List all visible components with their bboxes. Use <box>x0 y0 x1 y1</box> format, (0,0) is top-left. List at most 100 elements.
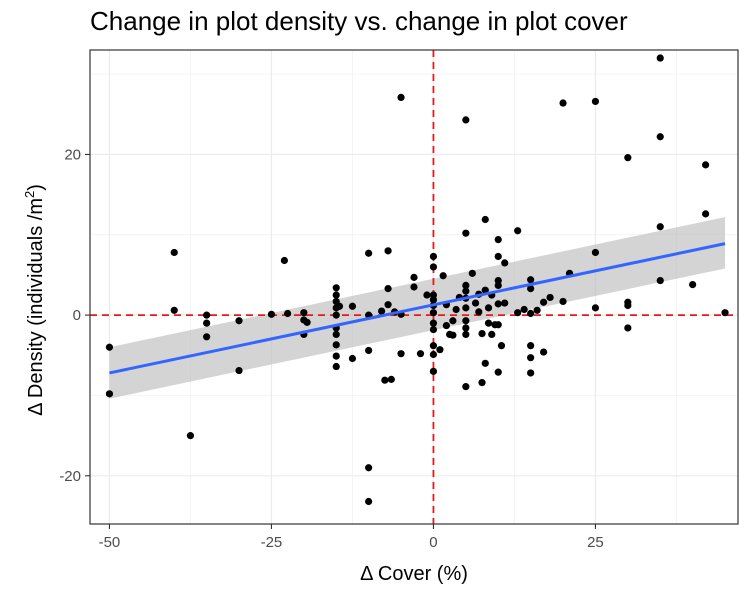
data-point <box>484 319 493 327</box>
data-point <box>335 302 344 310</box>
data-point <box>449 331 457 339</box>
data-point <box>591 97 600 106</box>
data-point <box>501 259 509 267</box>
data-point <box>235 366 243 375</box>
data-point <box>203 319 211 327</box>
data-point <box>442 321 450 330</box>
data-point <box>514 227 522 235</box>
data-point <box>527 276 535 284</box>
x-tick-label: -50 <box>99 534 121 551</box>
data-point <box>429 309 438 317</box>
data-point <box>624 324 632 332</box>
data-point <box>494 236 502 244</box>
data-point <box>462 287 470 295</box>
data-point <box>332 311 340 319</box>
data-point <box>410 283 418 291</box>
data-point <box>332 352 340 360</box>
data-point <box>332 291 340 299</box>
data-point <box>520 305 528 314</box>
data-point <box>332 284 340 292</box>
data-point <box>436 346 444 354</box>
data-point <box>540 298 548 306</box>
data-point <box>410 273 418 281</box>
y-tick-label: 0 <box>73 307 81 324</box>
y-axis: -20 0 20 <box>59 146 90 485</box>
data-point <box>527 285 535 293</box>
data-point <box>449 317 457 325</box>
data-point <box>702 210 710 218</box>
data-point <box>384 301 392 309</box>
data-point <box>494 321 502 329</box>
data-point <box>471 299 480 307</box>
data-point <box>381 376 389 384</box>
reference-lines <box>90 50 738 524</box>
data-point <box>624 154 632 162</box>
data-point <box>494 252 502 261</box>
data-point <box>481 286 489 294</box>
data-point <box>365 249 373 257</box>
data-point <box>332 362 340 371</box>
data-point <box>462 116 470 124</box>
data-point <box>533 306 541 314</box>
data-point <box>488 330 496 338</box>
x-tick-label: 0 <box>429 534 437 551</box>
data-point <box>365 497 373 506</box>
data-point <box>300 309 308 317</box>
data-point <box>478 329 486 338</box>
data-point <box>540 348 548 356</box>
data-point <box>105 343 114 351</box>
data-point <box>429 342 438 350</box>
y-axis-title-superscript: 2 <box>22 191 37 198</box>
data-point <box>478 379 486 387</box>
data-point <box>656 276 664 285</box>
data-point <box>514 309 522 317</box>
data-point <box>462 383 470 391</box>
y-axis-title-close: ) <box>25 184 47 191</box>
data-point <box>429 325 438 334</box>
chart-title: Change in plot density vs. change in plo… <box>90 6 628 36</box>
data-point <box>429 350 438 359</box>
data-point <box>462 317 470 325</box>
data-point <box>497 342 506 350</box>
data-point <box>332 330 340 338</box>
data-point <box>170 248 178 257</box>
data-point <box>439 272 447 280</box>
data-point <box>527 342 535 350</box>
data-point <box>384 285 392 293</box>
data-point <box>378 307 386 315</box>
data-point <box>170 306 178 314</box>
data-point <box>348 302 357 310</box>
data-point <box>186 432 195 440</box>
data-point <box>494 281 502 289</box>
x-axis: -50 -25 0 25 <box>99 524 604 551</box>
data-point <box>332 341 340 349</box>
data-point <box>429 252 438 261</box>
data-point <box>624 301 632 310</box>
x-tick-label: 25 <box>587 534 604 551</box>
data-point <box>462 304 470 312</box>
x-tick-label: -25 <box>261 534 283 551</box>
data-point <box>384 247 392 255</box>
y-axis-title-main: Δ Density (individuals /m <box>25 198 47 416</box>
data-point <box>416 350 425 358</box>
regression-line-group <box>109 242 726 375</box>
data-point <box>348 354 357 363</box>
y-tick-label: 20 <box>64 146 81 163</box>
x-axis-title: Δ Cover (%) <box>360 563 468 585</box>
data-point <box>429 319 438 327</box>
data-point <box>484 304 493 312</box>
data-point <box>429 296 438 304</box>
data-point <box>462 281 470 289</box>
data-point <box>203 333 211 341</box>
data-point <box>546 293 554 302</box>
data-point <box>280 256 288 265</box>
data-point <box>559 297 567 306</box>
data-point <box>559 99 567 107</box>
data-point <box>527 369 535 377</box>
data-point <box>689 280 697 289</box>
data-point <box>429 367 438 375</box>
data-point <box>656 223 664 231</box>
data-point <box>387 375 395 383</box>
y-axis-title: Δ Density (individuals /m2) <box>22 184 47 416</box>
